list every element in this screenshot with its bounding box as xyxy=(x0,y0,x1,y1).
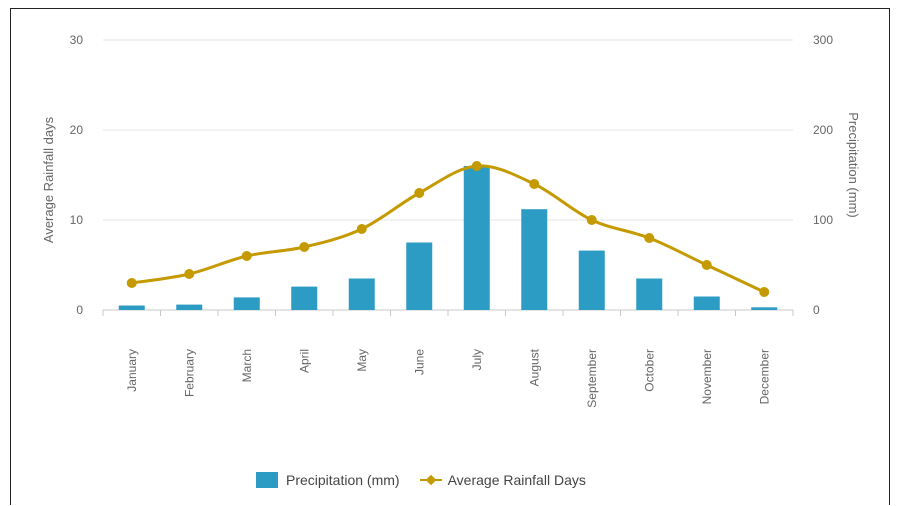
precipitation-bar xyxy=(233,297,260,310)
x-category-label: August xyxy=(527,348,541,386)
rainfall-days-point xyxy=(644,233,655,243)
x-category-label: April xyxy=(297,349,311,373)
precipitation-bar xyxy=(176,304,203,310)
legend-label-rainfall-days: Average Rainfall Days xyxy=(447,472,586,488)
rainfall-days-point xyxy=(529,179,540,189)
legend: Precipitation (mm) Average Rainfall Days xyxy=(256,472,606,488)
legend-label-precipitation: Precipitation (mm) xyxy=(286,472,400,488)
legend-swatch-bar xyxy=(256,472,278,488)
rainfall-days-line xyxy=(131,164,765,294)
rainfall-days-point xyxy=(414,188,425,198)
rainfall-days-point xyxy=(356,224,367,234)
precipitation-bar xyxy=(118,305,145,310)
right-tick-label: 100 xyxy=(813,213,833,227)
legend-item-precipitation[interactable]: Precipitation (mm) xyxy=(256,472,400,488)
rainfall-days-point xyxy=(126,278,137,288)
left-tick-label: 10 xyxy=(70,213,84,227)
x-category-label: September xyxy=(585,349,599,408)
right-axis-title: Precipitation (mm) xyxy=(846,112,861,217)
rainfall-days-point xyxy=(759,287,770,297)
left-tick-label: 30 xyxy=(70,33,84,47)
precipitation-bar xyxy=(636,278,663,310)
precipitation-bar xyxy=(578,250,605,310)
right-tick-label: 0 xyxy=(813,303,820,317)
precipitation-bar xyxy=(521,209,548,310)
left-tick-label: 20 xyxy=(70,123,84,137)
x-category-label: January xyxy=(125,349,139,392)
legend-item-rainfall-days[interactable]: Average Rainfall Days xyxy=(419,472,586,488)
rainfall-days-point xyxy=(241,251,252,261)
precipitation-bar xyxy=(291,286,318,310)
rainfall-days-point xyxy=(586,215,597,225)
right-tick-label: 300 xyxy=(813,33,833,47)
x-category-label: October xyxy=(642,349,656,392)
rainfall-days-point xyxy=(471,161,482,171)
precipitation-bar xyxy=(693,296,720,310)
x-category-label: December xyxy=(757,349,771,404)
right-tick-label: 200 xyxy=(813,123,833,137)
x-category-label: February xyxy=(182,349,196,397)
precipitation-bar xyxy=(348,278,375,310)
precipitation-bar xyxy=(751,307,778,310)
left-tick-label: 0 xyxy=(76,303,83,317)
x-category-label: July xyxy=(470,349,484,370)
x-category-label: November xyxy=(700,349,714,404)
x-category-label: June xyxy=(412,349,426,375)
precipitation-bar xyxy=(406,242,433,310)
x-category-label: March xyxy=(240,349,254,382)
rainfall-days-point xyxy=(701,260,712,270)
x-category-label: May xyxy=(355,349,369,372)
left-axis-title: Average Rainfall days xyxy=(41,116,56,243)
rainfall-days-point xyxy=(299,242,310,252)
precipitation-bar xyxy=(463,166,490,310)
chart-frame: 0 10 20 30 0 100 200 300 Average Rainfall days Pr… xyxy=(10,8,890,505)
rainfall-days-point xyxy=(184,269,195,279)
legend-swatch-line xyxy=(419,474,442,486)
